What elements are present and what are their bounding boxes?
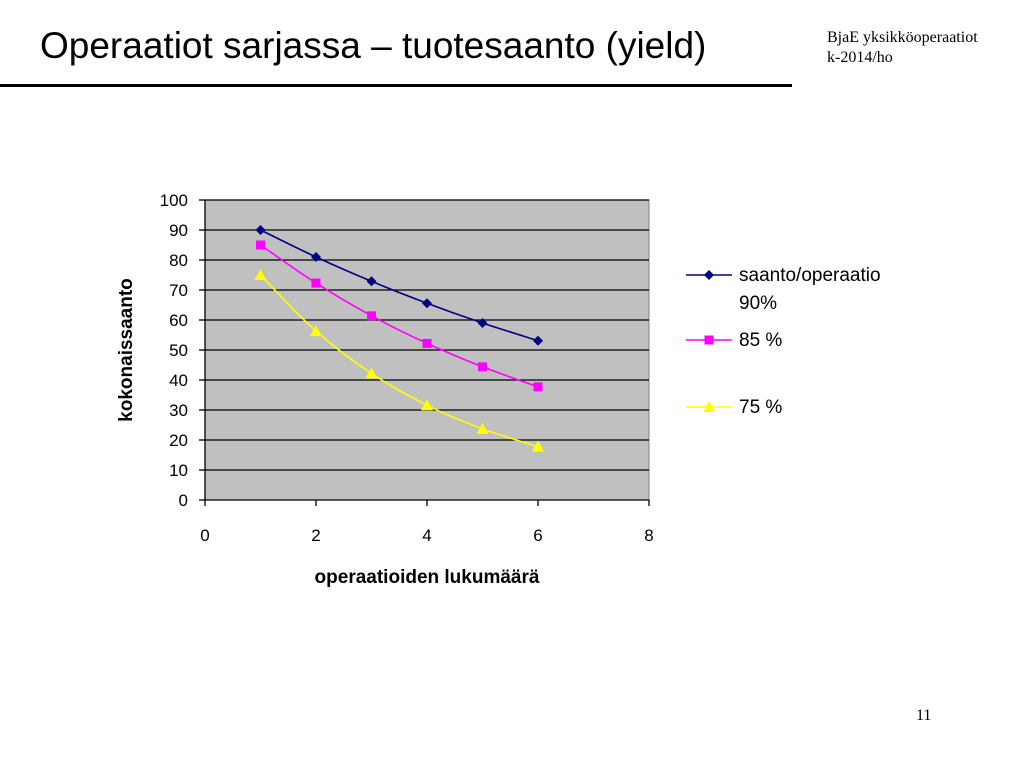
y-tick-label-80: 80 [169, 251, 188, 270]
series-3 [254, 269, 544, 452]
legend-swatch-marker-2 [704, 335, 714, 345]
series-1-point-1 [255, 225, 266, 235]
y-tick-label-90: 90 [169, 221, 188, 240]
series-1-point-5 [477, 318, 488, 328]
series-1-point-2 [311, 252, 321, 262]
series-3-point-5 [476, 422, 489, 434]
series-2-point-4 [422, 338, 432, 348]
x-tick-label-2: 2 [311, 526, 320, 545]
legend-label-1-line-1: saanto/operaatio [739, 265, 881, 286]
series-2-point-3 [367, 311, 376, 321]
legend-swatch-marker-1 [704, 270, 714, 280]
series-3-point-4 [421, 399, 433, 411]
x-tick-label-6: 6 [533, 526, 542, 545]
x-tick-label-8: 8 [644, 526, 653, 545]
series-3-point-6 [532, 440, 544, 452]
legend-label-1-line-2: 90% [739, 293, 777, 314]
y-tick-labels: 0 10 20 30 40 50 60 70 80 90 100 [160, 191, 188, 510]
series-1 [255, 225, 543, 346]
series-2-point-1 [256, 240, 265, 250]
legend-label-2-line-1: 85 % [739, 330, 782, 351]
series-2-point-2 [311, 278, 321, 288]
y-tick-label-0: 0 [179, 491, 188, 510]
y-tick-label-100: 100 [160, 191, 188, 210]
x-axis-label: operaatioiden lukumäärä [315, 567, 540, 588]
series-3-point-3 [365, 367, 378, 379]
slide-title: Operaatiot sarjassa – tuotesaanto (yield… [40, 25, 707, 66]
y-tick-label-20: 20 [169, 431, 188, 450]
series-layer [254, 225, 544, 452]
grid-lines [205, 199, 649, 471]
legend-label-1: saanto/operaatio 90% [739, 265, 881, 314]
series-1-point-6 [533, 335, 543, 346]
legend-item-3: 75 % [686, 397, 782, 418]
y-tick-label-10: 10 [169, 461, 188, 480]
y-tick-label-60: 60 [169, 311, 188, 330]
axes [199, 199, 650, 506]
page-number: 11 [916, 707, 932, 724]
y-axis-label: kokonaissaanto [116, 278, 137, 422]
legend-label-3-line-1: 75 % [739, 397, 782, 418]
legend: saanto/operaatio 90% 85 % 75 % [686, 265, 881, 418]
legend-item-1: saanto/operaatio 90% [686, 265, 881, 314]
course-note-line-2: k-2014/ho [827, 49, 893, 66]
series-3-point-1 [254, 269, 267, 280]
y-tick-label-30: 30 [169, 401, 188, 420]
y-tick-label-70: 70 [169, 281, 188, 300]
course-note: BjaE yksikköoperaatiot k-2014/ho [827, 28, 1023, 68]
series-1-point-3 [366, 276, 377, 287]
series-1-point-4 [422, 298, 432, 309]
y-tick-label-50: 50 [169, 341, 188, 360]
y-tick-label-40: 40 [169, 371, 188, 390]
series-3-point-2 [310, 325, 322, 337]
series-1-line [260, 229, 539, 342]
title-underline [0, 84, 792, 87]
series-2-point-5 [478, 362, 487, 372]
legend-item-2: 85 % [686, 330, 782, 351]
series-2-point-6 [533, 382, 543, 392]
x-tick-label-4: 4 [422, 526, 431, 545]
legend-label-3: 75 % [739, 397, 782, 418]
legend-swatch-marker-3 [703, 401, 715, 412]
series-2 [256, 240, 543, 392]
x-tick-labels: 0 2 4 6 8 [200, 526, 653, 545]
legend-label-2: 85 % [739, 330, 782, 351]
course-note-line-1: BjaE yksikköoperaatiot [827, 29, 978, 46]
x-tick-label-0: 0 [200, 526, 209, 545]
